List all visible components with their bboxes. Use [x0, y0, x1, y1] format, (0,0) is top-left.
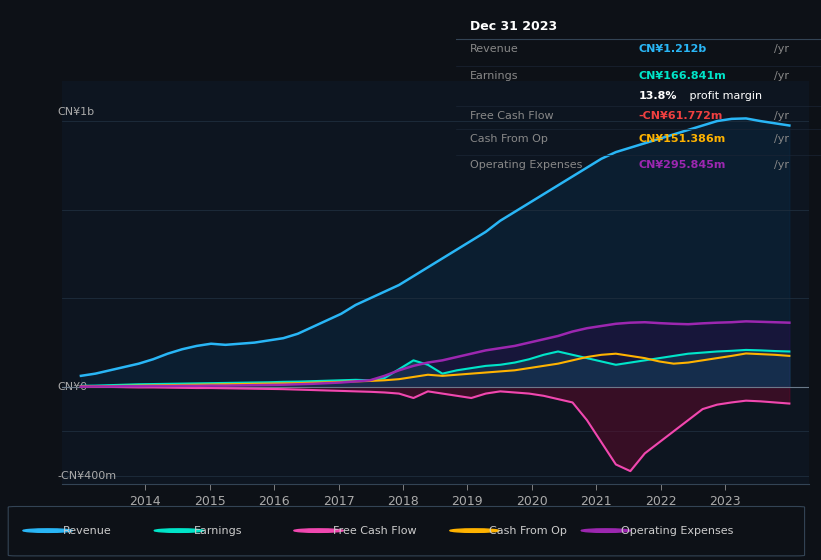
Text: Cash From Op: Cash From Op — [489, 526, 567, 535]
Text: Earnings: Earnings — [470, 71, 519, 81]
Text: /yr: /yr — [773, 160, 788, 170]
Text: profit margin: profit margin — [686, 91, 762, 101]
Text: CN¥0: CN¥0 — [57, 382, 88, 392]
Text: CN¥151.386m: CN¥151.386m — [639, 134, 726, 144]
Text: -CN¥61.772m: -CN¥61.772m — [639, 111, 722, 121]
Text: Cash From Op: Cash From Op — [470, 134, 548, 144]
Text: Free Cash Flow: Free Cash Flow — [333, 526, 417, 535]
Text: /yr: /yr — [773, 134, 788, 144]
Text: Operating Expenses: Operating Expenses — [470, 160, 583, 170]
Text: Revenue: Revenue — [62, 526, 111, 535]
Text: Dec 31 2023: Dec 31 2023 — [470, 20, 557, 33]
Text: CN¥295.845m: CN¥295.845m — [639, 160, 726, 170]
Text: CN¥166.841m: CN¥166.841m — [639, 71, 726, 81]
Text: /yr: /yr — [773, 111, 788, 121]
Text: Revenue: Revenue — [470, 44, 519, 54]
Text: Free Cash Flow: Free Cash Flow — [470, 111, 554, 121]
Text: /yr: /yr — [773, 44, 788, 54]
Text: 13.8%: 13.8% — [639, 91, 677, 101]
Circle shape — [154, 529, 204, 533]
Circle shape — [294, 529, 343, 533]
Text: Earnings: Earnings — [194, 526, 242, 535]
Circle shape — [581, 529, 631, 533]
Circle shape — [23, 529, 72, 533]
FancyBboxPatch shape — [8, 506, 805, 556]
Text: -CN¥400m: -CN¥400m — [57, 470, 117, 480]
Text: CN¥1b: CN¥1b — [57, 106, 95, 116]
Text: Operating Expenses: Operating Expenses — [621, 526, 733, 535]
Text: CN¥1.212b: CN¥1.212b — [639, 44, 707, 54]
Circle shape — [450, 529, 499, 533]
Text: /yr: /yr — [773, 71, 788, 81]
